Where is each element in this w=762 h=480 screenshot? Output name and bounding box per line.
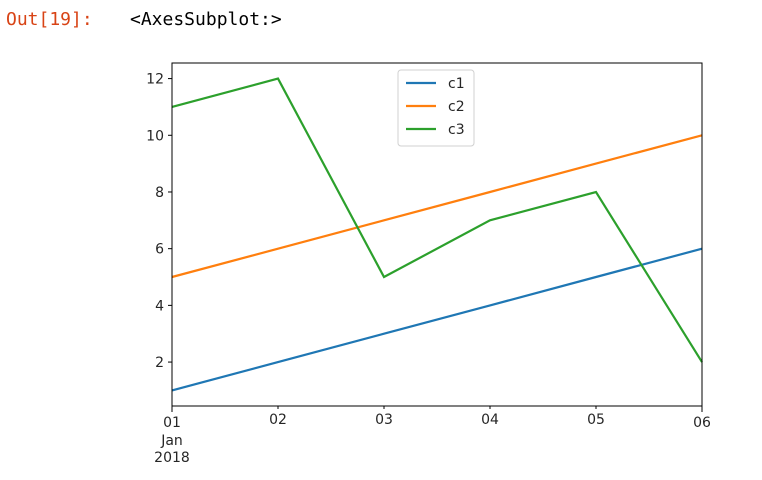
cell-output-row: Out[19]: <AxesSubplot:> <box>6 4 282 34</box>
x-tick-label: 04 <box>481 412 499 428</box>
axes-frame <box>171 62 703 407</box>
y-tick-label: 6 <box>155 242 164 258</box>
series-line-c3 <box>171 77 703 363</box>
series-line-c2 <box>171 134 703 279</box>
legend-label-c3: c3 <box>448 122 465 138</box>
output-repr-text: <AxesSubplot:> <box>130 8 282 30</box>
x-tick-label: 01 <box>163 415 181 431</box>
y-tick-label: 2 <box>155 355 164 371</box>
output-prompt: Out[19]: <box>6 8 93 30</box>
y-tick-label: 12 <box>146 72 164 88</box>
series-line-c1 <box>171 247 703 392</box>
y-tick-label: 4 <box>155 298 164 314</box>
legend-box <box>397 69 475 147</box>
legend-label-c2: c2 <box>448 99 465 115</box>
x-tick-label: 06 <box>693 415 711 431</box>
y-tick-label: 8 <box>155 185 164 201</box>
x-tick-year-label: 2018 <box>154 450 190 466</box>
x-tick-label: 02 <box>269 412 287 428</box>
y-tick-label: 10 <box>146 128 164 144</box>
x-tick-label: 03 <box>375 412 393 428</box>
legend-label-c1: c1 <box>448 76 465 92</box>
x-tick-label: 05 <box>587 412 605 428</box>
x-tick-month-label: Jan <box>160 433 183 449</box>
